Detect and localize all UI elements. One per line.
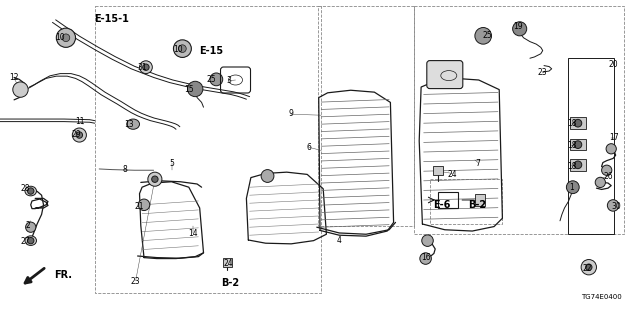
Text: 2: 2	[25, 221, 30, 230]
Text: 23: 23	[538, 68, 548, 77]
Text: TG74E0400: TG74E0400	[581, 294, 622, 300]
Text: 5: 5	[169, 159, 174, 168]
Text: 3: 3	[227, 76, 232, 84]
Circle shape	[607, 200, 619, 211]
Circle shape	[28, 188, 34, 194]
Ellipse shape	[127, 119, 140, 129]
Text: FR.: FR.	[54, 269, 72, 280]
Text: 9: 9	[289, 109, 294, 118]
Text: 27: 27	[20, 237, 31, 246]
Text: 1: 1	[569, 183, 574, 192]
Text: E-15-1: E-15-1	[95, 14, 129, 24]
Circle shape	[72, 128, 86, 142]
Text: 7: 7	[476, 159, 481, 168]
Text: 24: 24	[447, 170, 458, 179]
Text: 13: 13	[124, 120, 134, 129]
Circle shape	[188, 81, 203, 97]
Text: 10: 10	[54, 33, 65, 42]
Text: 18: 18	[567, 162, 576, 171]
Bar	[475, 194, 484, 206]
Circle shape	[602, 165, 612, 175]
Text: 23: 23	[131, 277, 141, 286]
Circle shape	[13, 82, 28, 97]
Text: 6: 6	[306, 143, 311, 152]
Ellipse shape	[56, 28, 76, 47]
Ellipse shape	[25, 186, 36, 196]
Text: E-6: E-6	[433, 200, 451, 210]
Circle shape	[574, 141, 582, 148]
Ellipse shape	[173, 40, 191, 58]
Bar	[430, 179, 502, 224]
Text: 4: 4	[337, 236, 342, 244]
Text: B-2: B-2	[221, 278, 239, 288]
Circle shape	[574, 119, 582, 127]
Bar	[318, 6, 414, 226]
Text: 22: 22	[583, 264, 592, 273]
Bar	[568, 58, 614, 234]
Text: 26: 26	[603, 172, 613, 181]
Circle shape	[138, 199, 150, 211]
Circle shape	[28, 237, 34, 244]
Circle shape	[586, 264, 592, 270]
Circle shape	[574, 161, 582, 169]
Circle shape	[179, 45, 186, 52]
Text: 8: 8	[122, 165, 127, 174]
Bar	[414, 6, 624, 234]
Text: 30: 30	[611, 202, 621, 211]
Circle shape	[62, 34, 70, 42]
Text: 20: 20	[608, 60, 618, 68]
Ellipse shape	[25, 236, 36, 245]
Text: E-15: E-15	[199, 46, 223, 56]
Text: 10: 10	[173, 45, 183, 54]
Circle shape	[566, 181, 579, 194]
Text: 28: 28	[21, 184, 30, 193]
Text: 25: 25	[483, 31, 493, 40]
Text: 24: 24	[223, 259, 233, 268]
Circle shape	[420, 253, 431, 264]
Circle shape	[513, 22, 527, 36]
Text: 25: 25	[206, 75, 216, 84]
Bar	[223, 259, 232, 268]
Circle shape	[76, 132, 83, 138]
Bar	[570, 117, 586, 129]
Text: 17: 17	[609, 133, 620, 142]
Text: 21: 21	[135, 202, 144, 211]
FancyBboxPatch shape	[427, 60, 463, 89]
Bar	[95, 6, 321, 293]
Bar	[438, 192, 458, 208]
Bar	[570, 159, 586, 171]
Circle shape	[26, 222, 36, 232]
Text: 14: 14	[188, 229, 198, 238]
Circle shape	[143, 64, 149, 70]
Text: 15: 15	[184, 85, 194, 94]
Circle shape	[140, 61, 152, 74]
Text: 11: 11	[76, 117, 84, 126]
Text: 18: 18	[567, 119, 576, 128]
Circle shape	[261, 170, 274, 182]
Circle shape	[475, 28, 492, 44]
Bar	[570, 139, 586, 150]
Circle shape	[148, 172, 162, 186]
Text: 18: 18	[567, 141, 576, 150]
Text: 16: 16	[420, 253, 431, 262]
Circle shape	[606, 144, 616, 154]
Circle shape	[595, 177, 605, 188]
Text: B-2: B-2	[468, 200, 486, 210]
Bar	[433, 166, 444, 175]
Circle shape	[210, 73, 223, 86]
Circle shape	[422, 235, 433, 246]
Text: 29: 29	[72, 130, 82, 139]
Circle shape	[581, 260, 596, 275]
Text: 12: 12	[10, 73, 19, 82]
Circle shape	[152, 176, 158, 182]
Text: 31: 31	[137, 63, 147, 72]
Text: 19: 19	[513, 22, 524, 31]
